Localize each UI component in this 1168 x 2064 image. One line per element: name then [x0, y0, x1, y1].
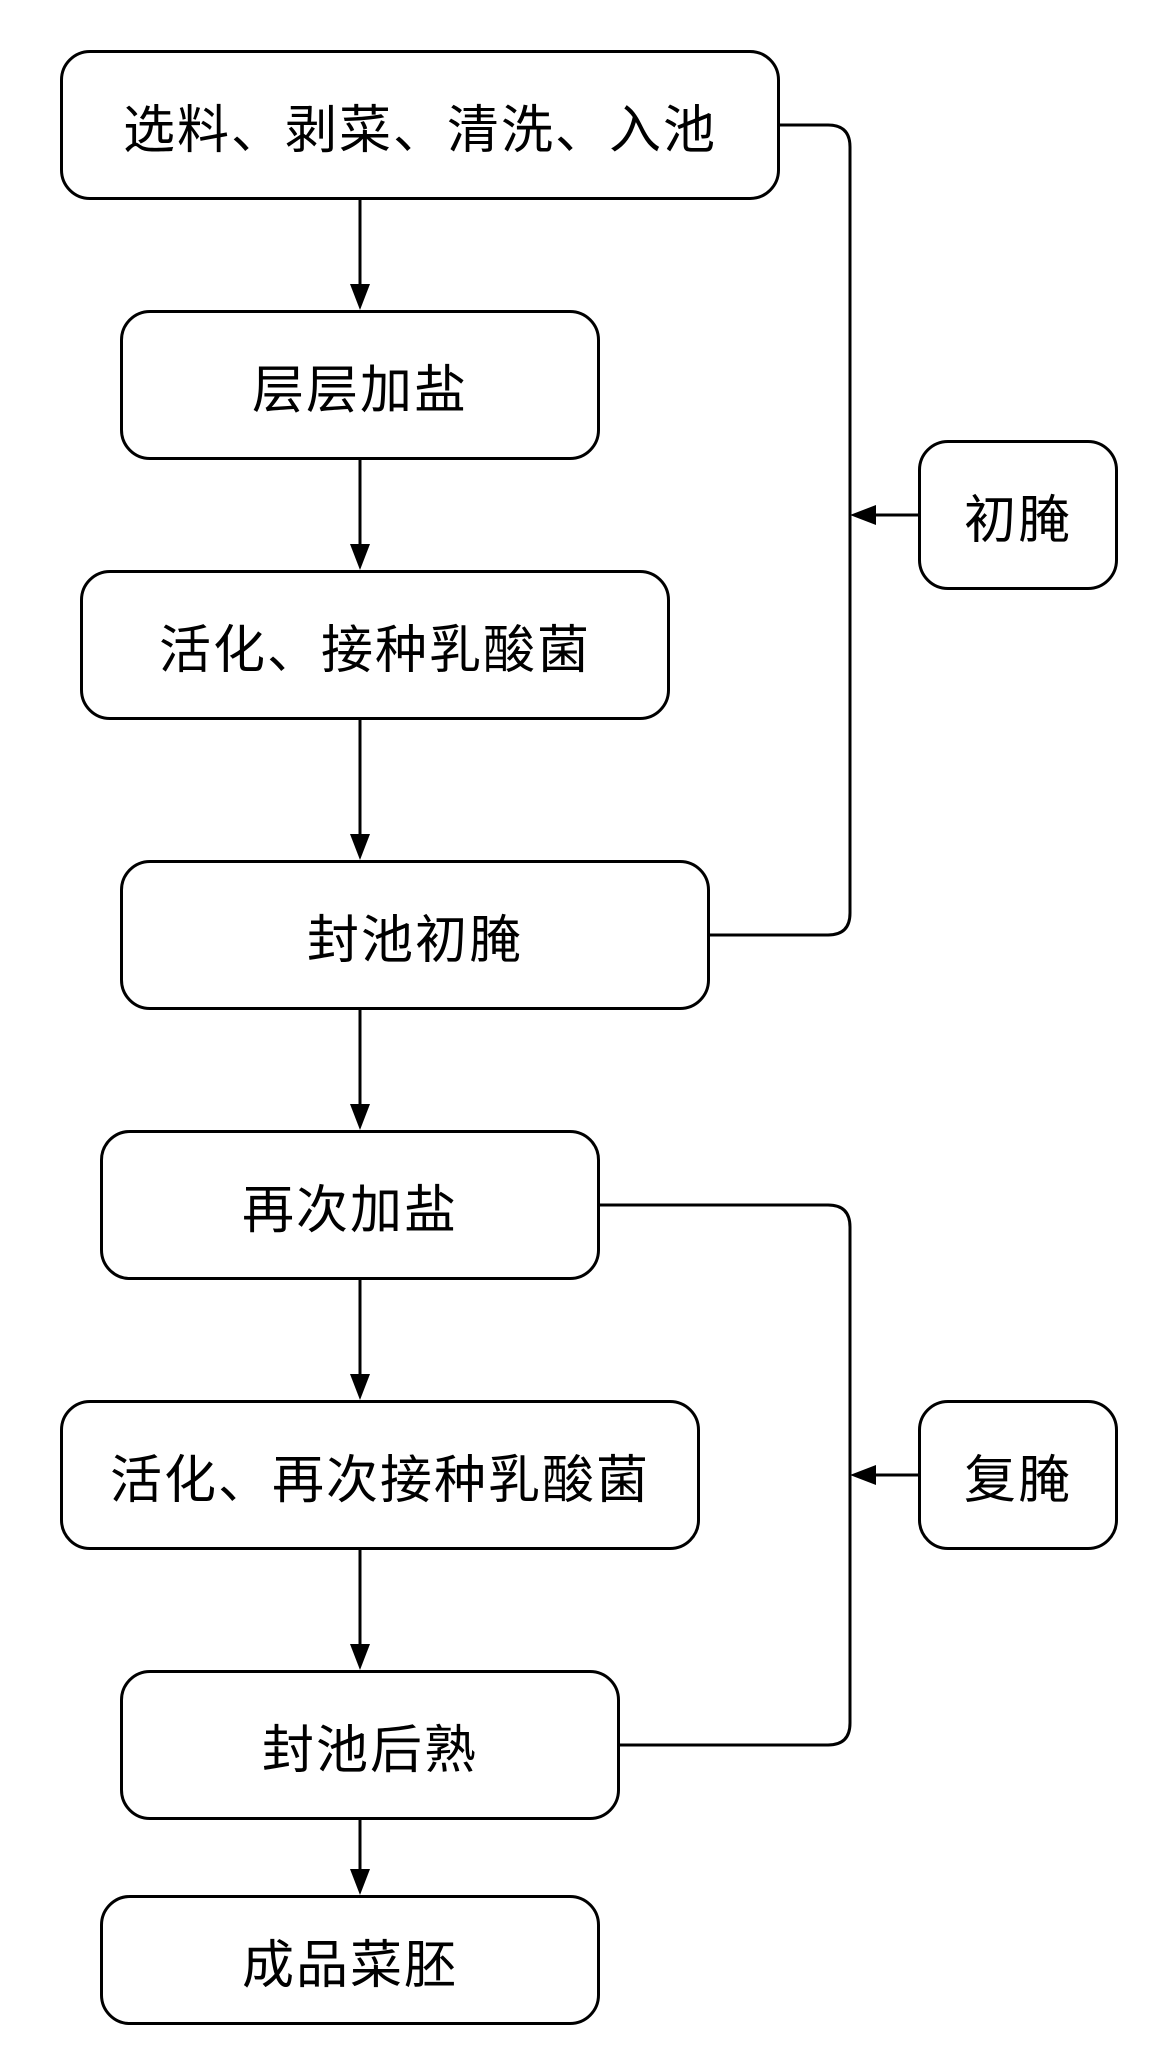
flow-node-label: 活化、接种乳酸菌	[159, 608, 591, 683]
group-node-label: 初腌	[964, 478, 1072, 553]
flow-node-step2: 层层加盐	[120, 310, 600, 460]
flow-node-step3: 活化、接种乳酸菌	[80, 570, 670, 720]
flow-node-step8: 成品菜胚	[100, 1895, 600, 2025]
flow-node-step1: 选料、剥菜、清洗、入池	[60, 50, 780, 200]
group-node-label: 复腌	[964, 1438, 1072, 1513]
flow-node-step4: 封池初腌	[120, 860, 710, 1010]
flow-node-step6: 活化、再次接种乳酸菌	[60, 1400, 700, 1550]
flow-node-label: 再次加盐	[242, 1168, 458, 1243]
group-node-initial: 初腌	[918, 440, 1118, 590]
flow-node-label: 层层加盐	[252, 348, 468, 423]
flow-node-label: 封池后熟	[262, 1708, 478, 1783]
flow-node-step7: 封池后熟	[120, 1670, 620, 1820]
flow-node-step5: 再次加盐	[100, 1130, 600, 1280]
flow-node-label: 活化、再次接种乳酸菌	[110, 1438, 650, 1513]
flow-node-label: 封池初腌	[307, 898, 523, 973]
flow-node-label: 成品菜胚	[242, 1923, 458, 1998]
group-node-repeat: 复腌	[918, 1400, 1118, 1550]
flow-node-label: 选料、剥菜、清洗、入池	[123, 88, 717, 163]
